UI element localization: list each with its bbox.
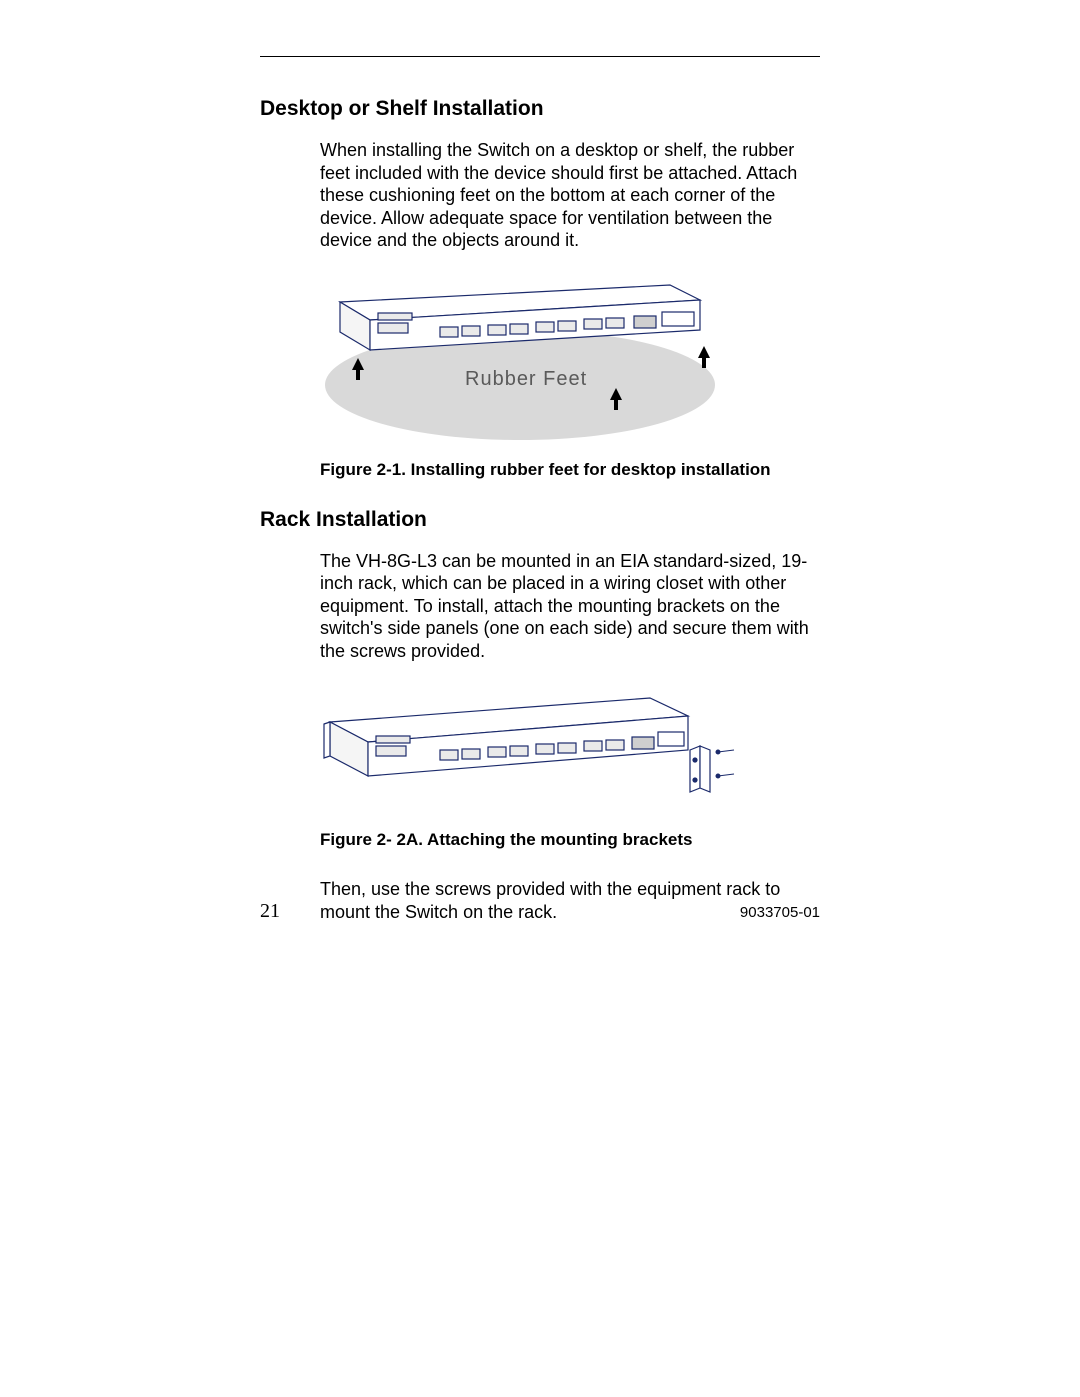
- figure-2-2a-caption: Figure 2- 2A. Attaching the mounting bra…: [320, 830, 820, 850]
- desktop-paragraph: When installing the Switch on a desktop …: [320, 139, 820, 252]
- figure-2-1: Rubber Feet: [320, 270, 820, 450]
- rubber-feet-label: Rubber Feet: [465, 368, 587, 390]
- rack-paragraph-1: The VH-8G-L3 can be mounted in an EIA st…: [320, 550, 820, 663]
- header-rule: [260, 56, 820, 57]
- page: Desktop or Shelf Installation When insta…: [0, 0, 1080, 1397]
- screws: [716, 750, 734, 778]
- mounting-bracket: [690, 746, 710, 792]
- figure-2-1-caption: Figure 2-1. Installing rubber feet for d…: [320, 460, 820, 480]
- heading-rack-install: Rack Installation: [260, 508, 820, 532]
- figure-2-2a: [320, 680, 820, 820]
- switch-device: [340, 285, 700, 350]
- figure-2-2a-svg: [320, 680, 740, 820]
- switch-device-rack: [324, 698, 688, 776]
- page-footer: 21 9033705-01: [260, 900, 820, 923]
- document-number: 9033705-01: [740, 904, 820, 921]
- desktop-section-body: When installing the Switch on a desktop …: [320, 139, 820, 480]
- figure-2-1-svg: Rubber Feet: [320, 270, 720, 450]
- rack-section-body: The VH-8G-L3 can be mounted in an EIA st…: [320, 550, 820, 924]
- heading-desktop-install: Desktop or Shelf Installation: [260, 97, 820, 121]
- page-number: 21: [260, 900, 280, 923]
